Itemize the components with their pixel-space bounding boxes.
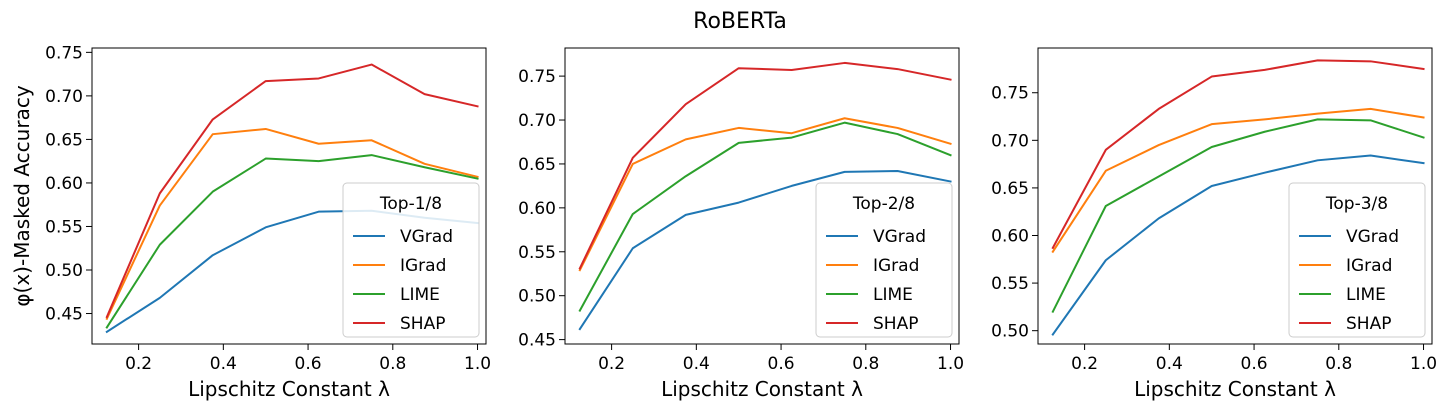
y-tick-label: 0.60: [45, 174, 83, 194]
y-tick-label: 0.65: [45, 130, 83, 150]
legend-label-vgrad: VGrad: [1346, 227, 1399, 247]
plot-frame: [91, 47, 487, 345]
figure-suptitle: RoBERTa: [693, 9, 787, 34]
y-tick-label: 0.55: [991, 274, 1029, 294]
x-tick-label: 1.0: [937, 354, 964, 374]
legend-label-shap: SHAP: [1346, 314, 1391, 334]
series-line-lime: [578, 121, 952, 312]
x-tick-label: 0.6: [768, 354, 795, 374]
series-line-shap: [1051, 59, 1425, 250]
legend-label-lime: LIME: [1346, 285, 1386, 305]
y-tick-label: 0.50: [518, 287, 556, 307]
y-tick-label: 0.75: [991, 84, 1029, 104]
legend: Top-2/8 VGrad IGrad LIME SHAP: [815, 182, 953, 338]
legend: Top-3/8 VGrad IGrad LIME SHAP: [1288, 182, 1426, 338]
x-tick-label: 0.6: [295, 354, 322, 374]
legend-label-shap: SHAP: [400, 314, 445, 334]
y-tick-label: 0.45: [45, 305, 83, 325]
x-tick-label: 0.4: [683, 354, 710, 374]
subplot-3: 0.2 0.4 0.6 0.8 1.0 0.50 0.55 0.60 0.65 0.70 0.75 L…: [991, 47, 1437, 401]
legend-title: Top-1/8: [379, 194, 442, 214]
series-line-vgrad: [578, 169, 952, 331]
y-tick-label: 0.50: [991, 322, 1029, 342]
y-tick-label: 0.55: [45, 217, 83, 237]
legend-box: [342, 182, 480, 338]
y-tick-label: 0.60: [991, 226, 1029, 246]
series-line-lime: [105, 154, 479, 329]
series-line-shap: [105, 63, 479, 319]
series-line-shap: [578, 61, 952, 270]
y-tick-label: 0.75: [518, 67, 556, 87]
x-tick-label: 0.8: [1325, 354, 1352, 374]
legend-label-shap: SHAP: [873, 314, 918, 334]
y-tick-label: 0.70: [991, 131, 1029, 151]
series-line-lime: [1051, 118, 1425, 313]
x-tick-label: 0.2: [125, 354, 152, 374]
series-line-igrad: [1051, 107, 1425, 254]
x-tick-label: 0.8: [852, 354, 879, 374]
legend-label-vgrad: VGrad: [400, 227, 453, 247]
y-tick-label: 0.70: [45, 87, 83, 107]
legend-label-lime: LIME: [873, 285, 913, 305]
plot-frame: [1037, 47, 1433, 345]
legend-label-igrad: IGrad: [400, 256, 446, 276]
x-tick-label: 0.6: [1241, 354, 1268, 374]
y-tick-label: 0.75: [45, 43, 83, 63]
x-axis-label: Lipschitz Constant λ: [188, 377, 390, 401]
y-tick-label: 0.65: [991, 179, 1029, 199]
legend-label-igrad: IGrad: [1346, 256, 1392, 276]
y-tick-label: 0.65: [518, 155, 556, 175]
y-tick-label: 0.70: [518, 111, 556, 131]
legend-label-vgrad: VGrad: [873, 227, 926, 247]
series-line-igrad: [578, 117, 952, 272]
series-line-igrad: [105, 127, 479, 321]
subplot-2: 0.2 0.4 0.6 0.8 1.0 0.45 0.50 0.55 0.60 0.65 0.70 0…: [518, 47, 964, 401]
plot-frame: [564, 47, 960, 345]
x-tick-label: 0.2: [598, 354, 625, 374]
x-tick-label: 0.2: [1071, 354, 1098, 374]
x-tick-label: 0.4: [1156, 354, 1183, 374]
y-tick-label: 0.50: [45, 261, 83, 281]
legend-box: [1288, 182, 1426, 338]
y-axis-label: φ(x)-Masked Accuracy: [10, 85, 34, 306]
legend-box: [815, 182, 953, 338]
x-tick-label: 1.0: [464, 354, 491, 374]
legend-title: Top-3/8: [1325, 194, 1388, 214]
x-tick-label: 0.4: [210, 354, 237, 374]
series-line-vgrad: [1051, 154, 1425, 336]
subplot-1: 0.2 0.4 0.6 0.8 1.0 0.45 0.50 0.55 0.60 0.65 0.70 0…: [45, 43, 491, 401]
legend-label-igrad: IGrad: [873, 256, 919, 276]
x-tick-label: 1.0: [1410, 354, 1437, 374]
y-tick-label: 0.60: [518, 199, 556, 219]
legend-title: Top-2/8: [852, 194, 915, 214]
x-tick-label: 0.8: [379, 354, 406, 374]
x-axis-label: Lipschitz Constant λ: [1134, 377, 1336, 401]
x-axis-label: Lipschitz Constant λ: [661, 377, 863, 401]
y-tick-label: 0.45: [518, 331, 556, 351]
legend-label-lime: LIME: [400, 285, 440, 305]
subplots: 0.2 0.4 0.6 0.8 1.00.450.500.550.600.650.700…: [45, 43, 1437, 401]
legend: Top-1/8 VGrad IGrad LIME SHAP: [342, 182, 480, 338]
y-tick-label: 0.55: [518, 243, 556, 263]
